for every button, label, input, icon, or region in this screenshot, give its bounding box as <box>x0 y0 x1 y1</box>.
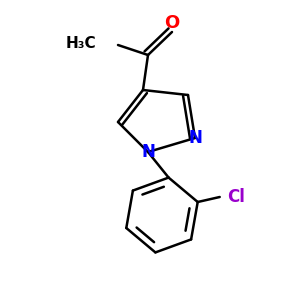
Text: H₃C: H₃C <box>65 35 96 50</box>
Text: O: O <box>164 14 180 32</box>
Text: Cl: Cl <box>227 188 244 206</box>
Text: N: N <box>141 143 155 161</box>
Text: N: N <box>188 129 202 147</box>
